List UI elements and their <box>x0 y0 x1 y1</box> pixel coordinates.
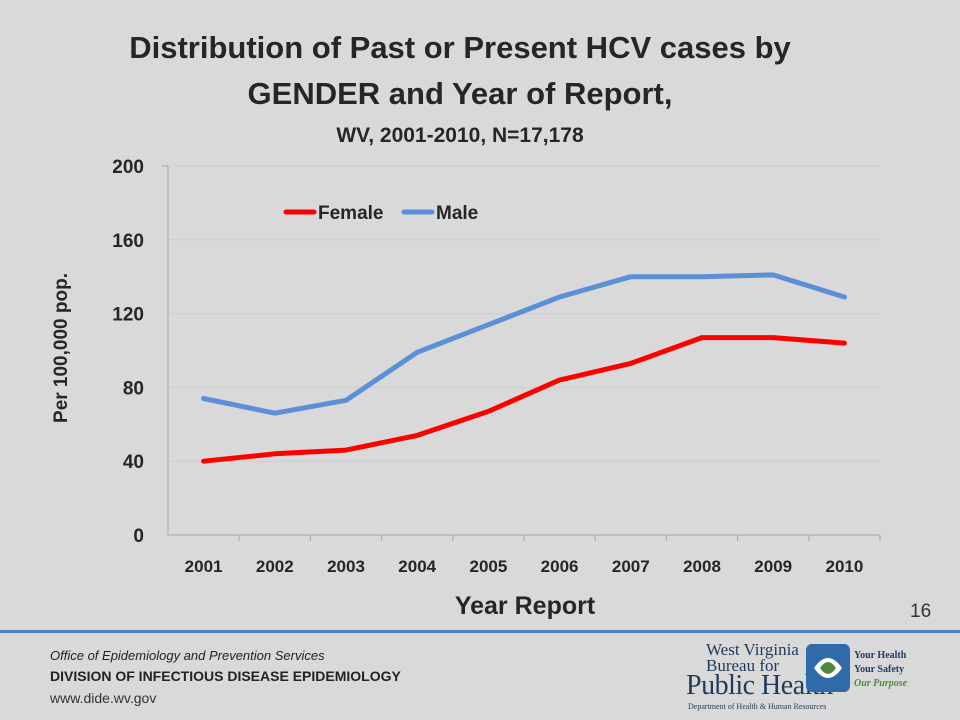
chart-title-line2: GENDER and Year of Report, <box>247 76 673 111</box>
series-line-female <box>201 335 847 464</box>
x-tick-label: 2006 <box>541 557 579 576</box>
x-tick-label: 2007 <box>612 557 650 576</box>
legend: Female Male <box>283 203 478 224</box>
x-tick-label: 2002 <box>256 557 294 576</box>
y-tick-label: 80 <box>123 378 144 399</box>
x-axis-label: Year Report <box>455 592 596 620</box>
x-tick-label: 2003 <box>327 557 365 576</box>
logo-tagline-purpose: Our Purpose <box>854 678 908 689</box>
x-tick-label: 2008 <box>683 557 721 576</box>
y-tick-label: 120 <box>112 305 144 326</box>
page-number: 16 <box>910 601 932 622</box>
x-tick-label: 2004 <box>398 557 436 576</box>
footer-website-link[interactable]: www.dide.wv.gov <box>50 690 157 706</box>
axes: 0 40 80 120 160 200 2001 2002 2003 2004 2005 2006 20… <box>112 157 881 576</box>
x-tick-label: 2010 <box>825 557 863 576</box>
y-axis-label: Per 100,000 pop. <box>51 273 72 423</box>
logo-tagline-health: Your Health <box>854 650 907 661</box>
y-tick-label: 0 <box>133 526 144 547</box>
logo-line-department: Department of Health & Human Resources <box>688 702 827 711</box>
gridlines <box>168 165 880 462</box>
y-tick-label: 200 <box>112 157 144 178</box>
y-tick-label: 160 <box>112 231 144 252</box>
leaf-emblem-icon <box>806 644 850 692</box>
series-line-male <box>201 272 847 416</box>
x-tick-label: 2009 <box>754 557 792 576</box>
logo-tagline-safety: Your Safety <box>854 664 905 675</box>
logo-line-west-virginia: West Virginia <box>706 640 799 659</box>
x-tick-label: 2005 <box>469 557 507 576</box>
wv-public-health-logo: West Virginia Bureau for Public Health D… <box>686 640 946 712</box>
legend-label-male: Male <box>436 203 478 224</box>
legend-label-female: Female <box>318 203 383 224</box>
chart-title-line1: Distribution of Past or Present HCV case… <box>129 30 791 65</box>
line-chart: 0 40 80 120 160 200 2001 2002 2003 2004 2005 2006 20… <box>51 157 881 620</box>
footer-divider <box>0 630 960 633</box>
footer-division: DIVISION OF INFECTIOUS DISEASE EPIDEMIOL… <box>50 668 401 684</box>
footer-office: Office of Epidemiology and Prevention Se… <box>50 648 325 663</box>
chart-subtitle: WV, 2001-2010, N=17,178 <box>336 124 584 147</box>
logo-line-bureau: Bureau for <box>706 656 780 675</box>
x-tick-label: 2001 <box>185 557 223 576</box>
series-lines <box>201 272 847 464</box>
y-tick-label: 40 <box>123 452 144 473</box>
